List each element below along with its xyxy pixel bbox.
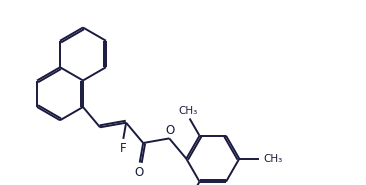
Text: O: O	[134, 166, 143, 179]
Text: F: F	[120, 142, 127, 155]
Text: CH₃: CH₃	[178, 105, 197, 116]
Text: O: O	[165, 124, 174, 137]
Text: CH₃: CH₃	[263, 154, 283, 164]
